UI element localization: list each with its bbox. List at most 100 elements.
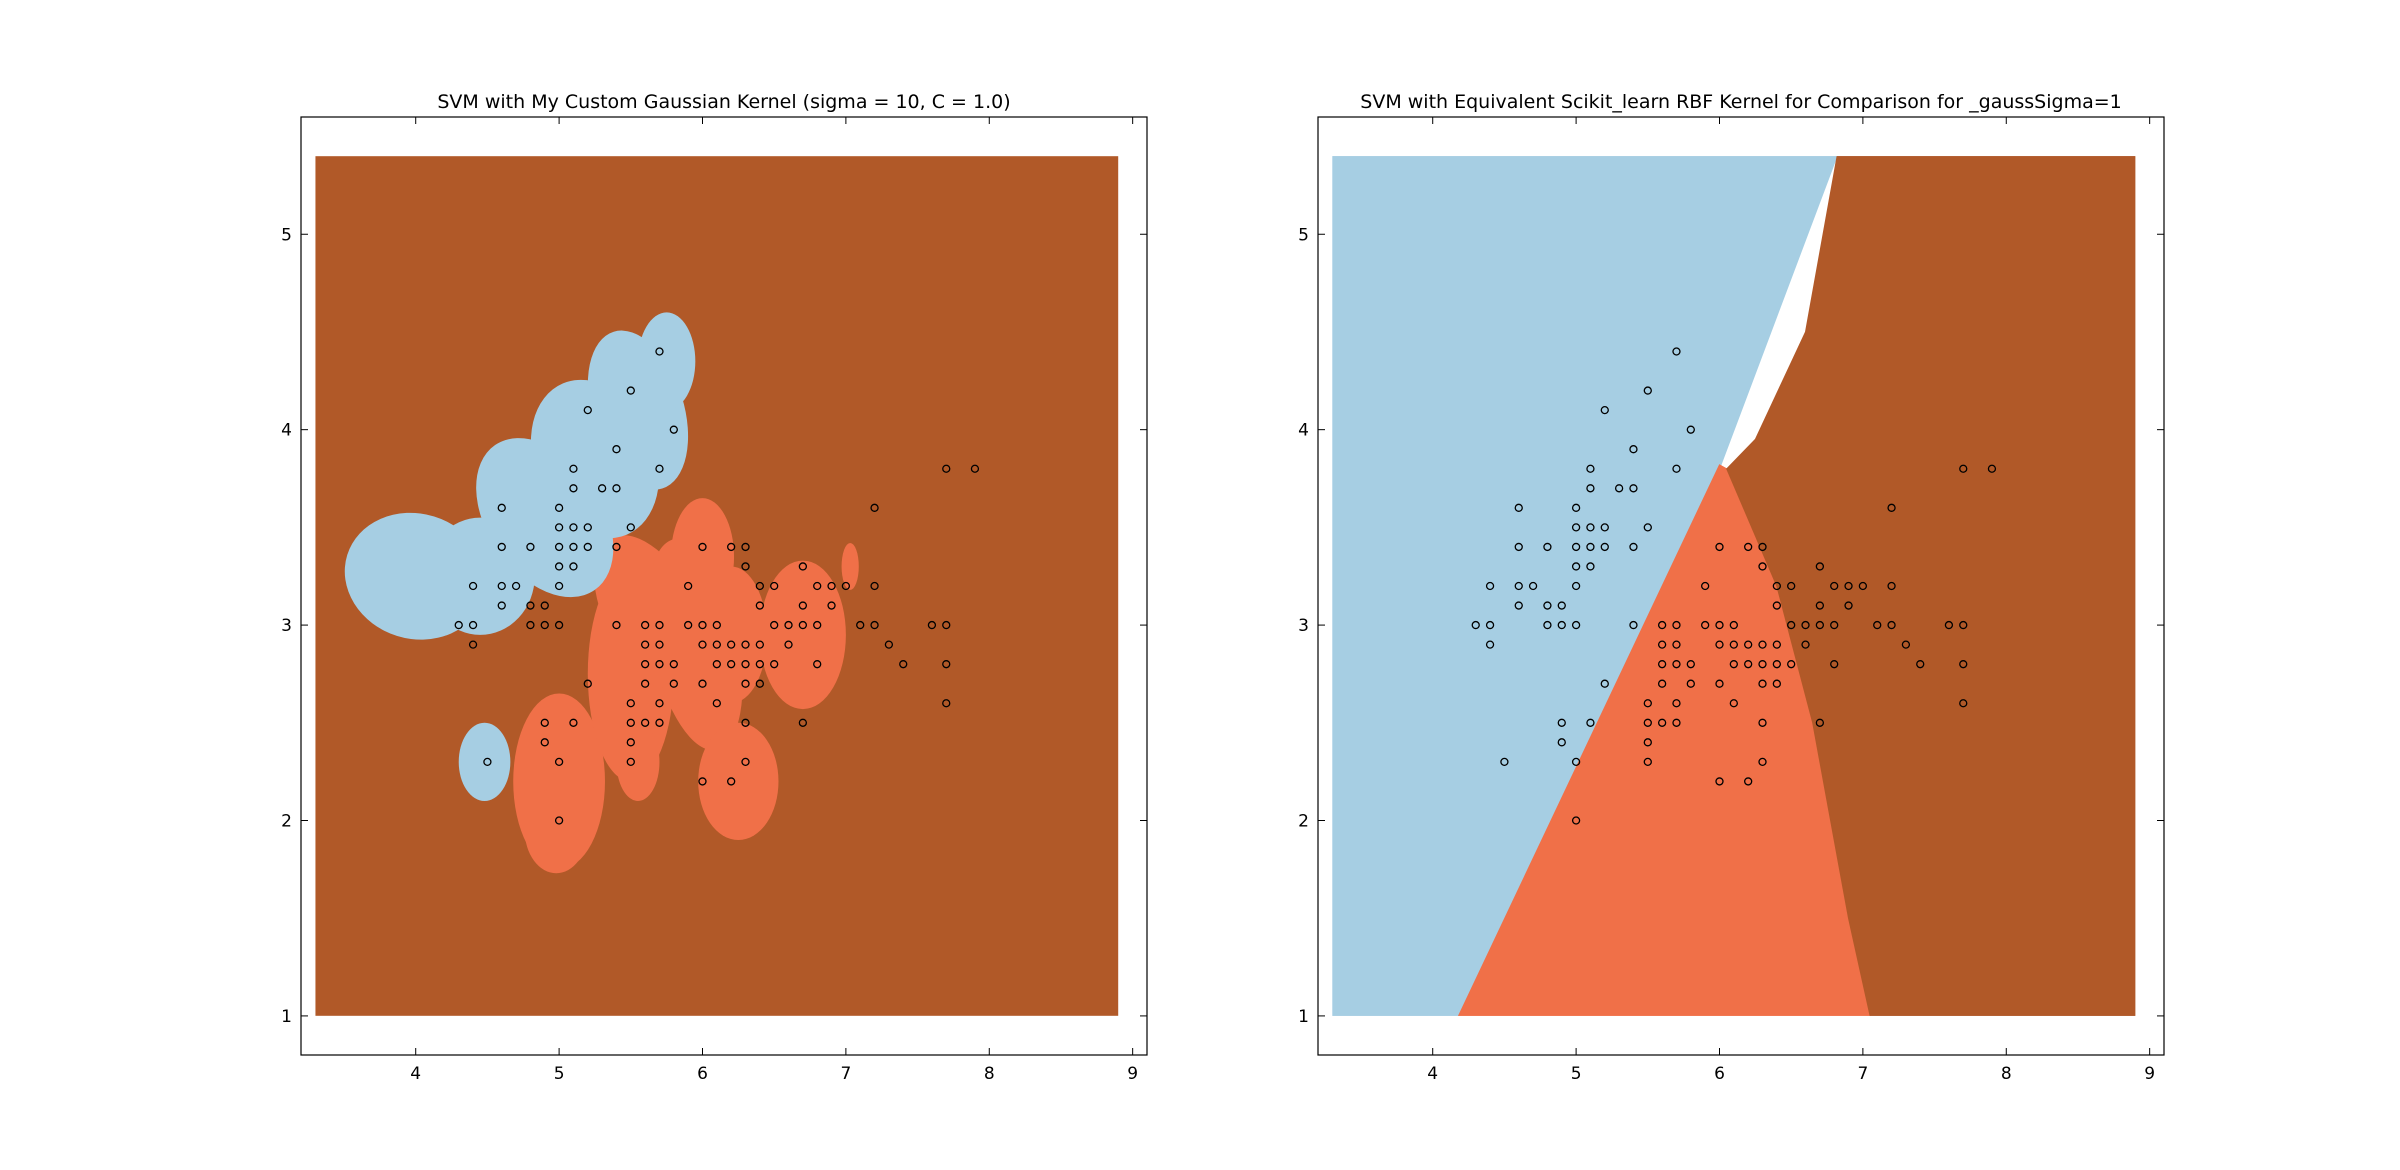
subplot-sklearn-rbf: 4 5 6 7 8 9 1 2 3 4 5 SVM with Equivalent Scikit_le…: [1298, 91, 2165, 1084]
scatter-points: [1471, 347, 1997, 825]
data-point: [1844, 601, 1853, 610]
data-point: [1528, 581, 1538, 591]
data-point: [569, 464, 578, 473]
data-point: [640, 620, 650, 630]
data-point: [1571, 757, 1581, 767]
data-point: [1758, 757, 1767, 767]
data-point: [554, 816, 564, 825]
y-tick-label: 3: [1298, 616, 1309, 636]
data-point: [1600, 542, 1609, 552]
data-point: [554, 757, 564, 767]
data-point: [1815, 562, 1825, 571]
region-class-1: [695, 566, 768, 704]
region-class-1: [616, 722, 660, 801]
x-tick-label: 5: [554, 1064, 565, 1084]
chart-title: SVM with My Custom Gaussian Kernel (sigm…: [437, 91, 1010, 113]
data-point: [1657, 640, 1667, 649]
x-tick-label: 5: [1571, 1064, 1582, 1084]
data-point: [1643, 386, 1652, 395]
data-point: [554, 581, 564, 591]
data-point: [669, 660, 678, 669]
data-point: [1772, 660, 1781, 669]
data-point: [727, 660, 736, 669]
data-point: [483, 757, 492, 767]
data-point: [1629, 484, 1638, 493]
data-point: [1672, 464, 1681, 473]
scatter-points: [454, 347, 980, 825]
region-class-1: [698, 722, 779, 841]
data-point: [1672, 640, 1681, 649]
data-point: [1815, 601, 1825, 610]
data-point: [1744, 777, 1753, 786]
data-point: [755, 581, 764, 591]
data-point: [870, 503, 879, 512]
data-point: [1600, 405, 1609, 415]
data-point: [942, 620, 951, 630]
data-point: [1586, 484, 1595, 493]
data-point: [1758, 562, 1767, 571]
data-point: [684, 581, 693, 591]
data-point: [640, 640, 650, 649]
data-point: [554, 562, 564, 571]
data-point: [1485, 640, 1495, 649]
data-point: [1858, 581, 1868, 591]
data-point: [1657, 660, 1667, 669]
data-point: [1571, 620, 1581, 630]
data-point: [1643, 738, 1652, 747]
data-point: [942, 699, 951, 708]
x-tick-label: 4: [410, 1064, 421, 1084]
data-point: [1514, 601, 1523, 610]
region-class-0: [1332, 156, 1838, 1016]
data-point: [1801, 640, 1810, 649]
data-point: [1729, 699, 1738, 708]
y-tick-label: 1: [281, 1007, 292, 1027]
data-point: [626, 718, 635, 727]
data-point: [1643, 718, 1652, 727]
data-point: [870, 620, 879, 630]
data-point: [569, 484, 578, 493]
y-tick-label: 5: [1298, 225, 1309, 245]
data-point: [870, 581, 879, 591]
data-point: [655, 347, 664, 356]
data-point: [698, 542, 707, 552]
data-point: [841, 581, 851, 591]
data-point: [669, 425, 678, 434]
axes-frame: [300, 116, 1148, 1056]
data-point: [1873, 620, 1882, 630]
data-point: [1629, 620, 1638, 630]
data-point: [741, 542, 750, 552]
data-point: [1772, 581, 1781, 591]
data-point: [1787, 581, 1796, 591]
data-point: [1657, 679, 1667, 688]
data-point: [1485, 581, 1495, 591]
data-point: [1657, 718, 1667, 727]
data-point: [569, 718, 578, 727]
data-point: [755, 660, 764, 669]
data-point: [1729, 660, 1738, 669]
region-class-1: [524, 787, 588, 874]
data-point: [1657, 620, 1667, 630]
data-point: [698, 679, 707, 688]
x-tick-label: 8: [984, 1064, 995, 1084]
data-point: [827, 601, 836, 610]
data-point: [1701, 620, 1710, 630]
x-tick-label: 7: [840, 1064, 851, 1084]
data-point: [1586, 562, 1595, 571]
data-point: [1729, 640, 1738, 649]
data-point: [1672, 347, 1681, 356]
data-point: [655, 718, 664, 727]
data-point: [1744, 542, 1753, 552]
data-point: [1500, 757, 1509, 767]
data-point: [626, 386, 635, 395]
data-point: [856, 620, 865, 630]
data-point: [655, 640, 664, 649]
data-point: [1944, 620, 1954, 630]
data-point: [741, 679, 750, 688]
data-point: [712, 620, 721, 630]
data-point: [1629, 445, 1638, 454]
data-point: [1514, 503, 1523, 512]
data-point: [626, 523, 635, 532]
data-point: [1543, 542, 1552, 552]
data-point: [1744, 660, 1753, 669]
data-point: [1772, 679, 1781, 688]
